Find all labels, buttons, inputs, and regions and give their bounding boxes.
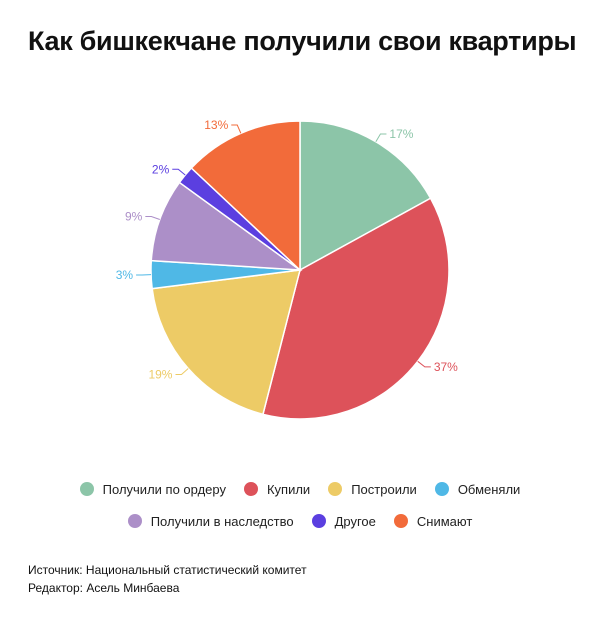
legend-row: Получили в наследство Другое Снимают bbox=[0, 510, 600, 532]
pie-slice-inherited[interactable] bbox=[150, 181, 303, 271]
legend-marker-inherited bbox=[127, 514, 142, 528]
pie-connector-ordered bbox=[375, 133, 387, 143]
pie-connector-renting bbox=[231, 124, 242, 134]
legend-marker-renting bbox=[393, 514, 408, 528]
legend-label-exchanged: Обменяли bbox=[457, 481, 521, 497]
pie-label-bought: 37% bbox=[434, 360, 458, 374]
legend-label-built: Построили bbox=[351, 481, 417, 497]
legend-marker-exchanged bbox=[434, 482, 449, 496]
pie-label-ordered: 17% bbox=[389, 127, 413, 141]
legend-marker-built bbox=[328, 482, 343, 496]
legend-item-other[interactable]: Другое bbox=[311, 513, 376, 529]
legend-label-other: Другое bbox=[334, 513, 376, 529]
legend: Получили по ордеру Купили Построили Обме… bbox=[0, 478, 600, 542]
legend-marker-ordered bbox=[79, 482, 94, 496]
pie-connector-other bbox=[172, 168, 186, 176]
editor-note: Редактор: Асель Минбаева bbox=[28, 581, 180, 595]
pie-connector-bought bbox=[417, 360, 431, 368]
pie-slice-renting[interactable] bbox=[190, 120, 301, 272]
legend-marker-bought bbox=[243, 482, 258, 496]
legend-item-inherited[interactable]: Получили в наследство bbox=[127, 513, 294, 529]
legend-marker-other bbox=[311, 514, 326, 528]
footer: Источник: Национальный статистический ко… bbox=[28, 561, 307, 597]
pie-slice-bought[interactable] bbox=[262, 197, 450, 420]
pie-label-built: 19% bbox=[148, 367, 172, 381]
legend-label-ordered: Получили по ордеру bbox=[102, 481, 226, 497]
legend-row: Получили по ордеру Купили Построили Обме… bbox=[0, 478, 600, 500]
legend-item-bought[interactable]: Купили bbox=[243, 481, 311, 497]
pie-label-other: 2% bbox=[152, 162, 170, 176]
legend-item-renting[interactable]: Снимают bbox=[393, 513, 473, 529]
legend-item-built[interactable]: Построили bbox=[328, 482, 417, 497]
pie-label-inherited: 9% bbox=[125, 209, 143, 223]
legend-label-renting: Снимают bbox=[416, 513, 473, 529]
pie-slice-built[interactable] bbox=[151, 269, 302, 416]
pie-connector-inherited bbox=[145, 215, 160, 221]
legend-item-ordered[interactable]: Получили по ордеру bbox=[79, 481, 226, 497]
pie-label-renting: 13% bbox=[204, 118, 228, 132]
chart-title: Как бишкекчане получили свои квартиры bbox=[28, 26, 577, 56]
pie-connector-built bbox=[175, 368, 189, 375]
legend-item-exchanged[interactable]: Обменяли bbox=[434, 481, 521, 497]
pie-slice-ordered[interactable] bbox=[299, 120, 432, 272]
legend-label-bought: Купили bbox=[266, 481, 311, 497]
pie-chart: 17% 37% 19% 3% 9% 2% 13% bbox=[116, 118, 458, 420]
pie-label-exchanged: 3% bbox=[116, 268, 134, 282]
source-note: Источник: Национальный статистический ко… bbox=[28, 563, 307, 577]
legend-label-inherited: Получили в наследство bbox=[150, 513, 294, 529]
